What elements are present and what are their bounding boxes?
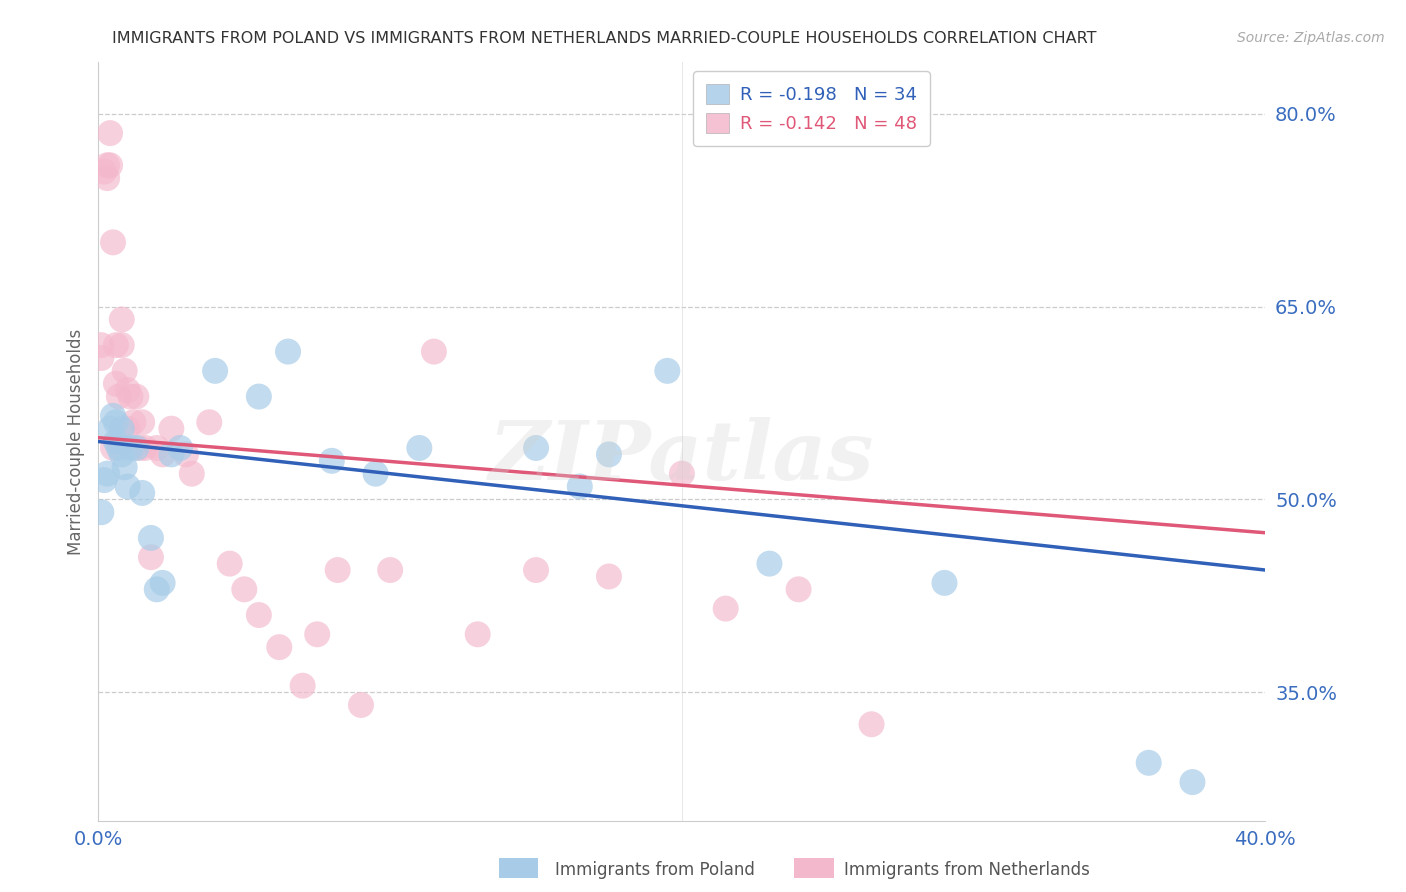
Point [671,467,693,481]
Point [125,441,148,455]
Point [152,447,174,461]
Point [90,505,112,519]
Point [120,441,142,455]
Point [108,390,131,404]
Point [269,640,291,655]
Point [204,364,226,378]
Point [98,422,121,436]
Point [321,454,343,468]
Point [758,557,780,571]
Point [787,582,810,597]
Point [277,344,299,359]
Point [218,557,240,571]
Point [139,531,162,545]
Point [104,415,127,429]
Point [117,383,139,397]
Point [247,390,270,404]
Point [714,601,737,615]
Point [350,698,373,712]
Point [408,441,430,455]
Point [524,441,547,455]
Point [90,338,112,352]
Point [111,447,134,461]
Point [98,126,121,140]
Point [174,447,197,461]
Point [198,415,221,429]
Point [117,479,139,493]
Point [1137,756,1160,770]
Point [131,415,153,429]
Text: Source: ZipAtlas.com: Source: ZipAtlas.com [1237,31,1385,45]
Point [96,467,118,481]
Point [128,441,150,455]
Point [146,441,169,455]
Point [598,569,620,583]
Point [233,582,256,597]
Point [152,575,174,590]
Point [146,582,169,597]
Y-axis label: Married-couple Households: Married-couple Households [66,328,84,555]
Point [1181,775,1204,789]
Point [307,627,329,641]
Point [104,434,127,449]
Point [108,441,131,455]
Point [467,627,489,641]
Point [108,434,131,449]
Point [598,447,620,461]
Point [104,338,127,352]
Text: Immigrants from Poland: Immigrants from Poland [555,861,755,879]
Point [326,563,349,577]
Point [934,575,956,590]
Point [860,717,883,731]
Point [111,422,134,436]
Point [90,351,112,365]
Point [423,344,446,359]
Point [247,607,270,622]
Point [380,563,402,577]
Text: Immigrants from Netherlands: Immigrants from Netherlands [844,861,1090,879]
Point [568,479,591,493]
Point [524,563,547,577]
Point [657,364,679,378]
Point [125,390,148,404]
Point [101,409,124,423]
Point [160,422,183,436]
Point [160,447,183,461]
Point [364,467,387,481]
Point [93,473,115,487]
Point [120,390,142,404]
Point [122,415,145,429]
Text: ZIPatlas: ZIPatlas [489,417,875,497]
Point [98,158,121,172]
Point [291,679,314,693]
Point [169,441,191,455]
Text: IMMIGRANTS FROM POLAND VS IMMIGRANTS FROM NETHERLANDS MARRIED-COUPLE HOUSEHOLDS : IMMIGRANTS FROM POLAND VS IMMIGRANTS FRO… [112,31,1097,46]
Point [104,376,127,391]
Point [131,486,153,500]
Point [111,312,134,326]
Point [96,158,118,172]
Point [139,550,162,565]
Legend: R = -0.198   N = 34, R = -0.142   N = 48: R = -0.198 N = 34, R = -0.142 N = 48 [693,71,929,145]
Point [101,235,124,250]
Point [93,164,115,178]
Point [114,460,136,475]
Point [180,467,202,481]
Point [114,364,136,378]
Point [111,338,134,352]
Point [117,422,139,436]
Point [101,441,124,455]
Point [134,441,156,455]
Point [96,171,118,186]
